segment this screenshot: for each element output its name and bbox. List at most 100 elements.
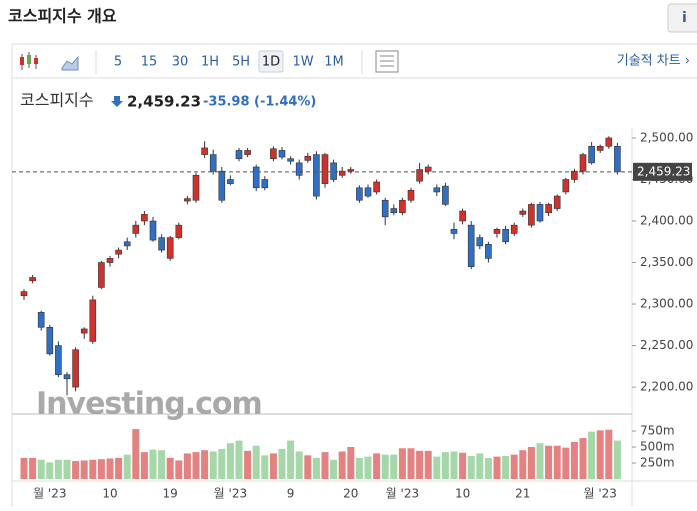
- volume-bar: [20, 457, 28, 479]
- volume-bar: [89, 459, 97, 479]
- candle-body: [459, 210, 466, 222]
- button[interactable]: [667, 3, 697, 33]
- candle-body: [252, 166, 260, 189]
- interval-button[interactable]: 15: [141, 55, 158, 70]
- volume-bar: [97, 459, 105, 479]
- x-tick-label: 10: [102, 487, 117, 501]
- watermark: Investing.com: [36, 387, 262, 422]
- volume-tick-label: 750m: [640, 424, 675, 438]
- candle-body: [29, 277, 36, 282]
- volume-bar: [416, 450, 424, 479]
- volume-bar: [562, 447, 570, 479]
- volume-bar: [467, 455, 475, 479]
- volume-bar: [252, 445, 260, 479]
- volume-bar: [209, 451, 217, 479]
- volume-bar: [347, 447, 355, 479]
- candle-body: [330, 162, 337, 180]
- candle-body: [553, 195, 561, 209]
- y-tick-label: 2,200.00: [640, 380, 693, 394]
- candle-body: [244, 150, 251, 155]
- candle-body: [579, 154, 587, 172]
- volume-bar: [613, 440, 621, 479]
- volume-bar: [192, 452, 200, 479]
- quote-change: -35.98: [203, 95, 250, 110]
- candle-body: [364, 187, 372, 197]
- quote-price: 2,459.23: [127, 93, 201, 111]
- volume-bar: [201, 450, 209, 479]
- candle-body: [614, 145, 621, 173]
- volume-bar: [166, 457, 174, 479]
- interval-button[interactable]: 30: [172, 55, 189, 70]
- candle-body: [192, 175, 200, 201]
- button-label[interactable]: i: [682, 10, 687, 26]
- volume-bar: [140, 452, 148, 479]
- interval-selected: [258, 50, 284, 73]
- candle-body: [123, 241, 131, 247]
- volume-bar: [441, 452, 449, 479]
- candle-body: [502, 229, 509, 243]
- candle-body: [201, 147, 208, 155]
- y-tick-label: 2,500.00: [640, 130, 693, 144]
- interval-button[interactable]: 5H: [232, 55, 250, 70]
- interval-button[interactable]: 1H: [201, 55, 219, 70]
- candle-icon[interactable]: [20, 52, 38, 70]
- candle-body: [571, 170, 578, 180]
- interval-button[interactable]: 1M: [324, 55, 344, 70]
- interval-button[interactable]: 5: [114, 55, 122, 70]
- candle-body: [295, 162, 303, 176]
- candle-body: [72, 349, 79, 388]
- candle-body: [467, 224, 475, 267]
- candle-body: [166, 237, 174, 259]
- candle-body: [407, 189, 415, 201]
- volume-bar: [321, 452, 329, 479]
- volume-bar: [330, 459, 338, 479]
- candle-body: [158, 237, 165, 251]
- volume-bar: [588, 431, 596, 479]
- volume-bar: [510, 454, 518, 479]
- candle-body: [605, 137, 613, 147]
- candle-body: [115, 249, 122, 255]
- candle-body: [450, 229, 458, 234]
- volume-bar: [261, 455, 269, 479]
- candle-body: [149, 220, 157, 241]
- area-icon[interactable]: [61, 55, 79, 71]
- volume-bar: [484, 457, 492, 479]
- interval-button[interactable]: 1W: [292, 55, 313, 70]
- candle-body: [313, 154, 320, 197]
- volume-bar: [519, 450, 527, 479]
- x-tick-label: 월 '23: [386, 487, 419, 501]
- candle-body: [184, 198, 191, 202]
- candle-body: [476, 237, 484, 247]
- interval-button[interactable]: 1D: [262, 55, 280, 70]
- volume-bar: [46, 462, 54, 479]
- volume-bar: [269, 453, 277, 479]
- tech-chart-link[interactable]: 기술적 차트 ›: [617, 54, 690, 69]
- candle-body: [347, 169, 355, 172]
- x-tick-label: 9: [287, 487, 295, 501]
- candle-body: [278, 150, 286, 158]
- candle-body: [89, 299, 97, 342]
- last-price-box: [633, 162, 692, 181]
- candle-body: [287, 158, 294, 162]
- volume-bar: [338, 451, 346, 479]
- volume-bar: [312, 457, 320, 479]
- volume-bar: [72, 461, 80, 479]
- volume-tick-label: 250m: [640, 456, 675, 470]
- volume-bar: [390, 454, 398, 479]
- candle-body: [528, 204, 535, 226]
- candle-body: [399, 199, 406, 214]
- candle-body: [175, 224, 183, 238]
- candle-body: [510, 224, 518, 234]
- volume-bar: [158, 450, 166, 479]
- candle-body: [442, 185, 449, 205]
- candle-body: [433, 187, 441, 193]
- candle-body: [416, 169, 423, 182]
- candle-body: [37, 312, 45, 328]
- candle-body: [519, 210, 527, 215]
- x-tick-label: 월 '23: [583, 487, 616, 501]
- candle-body: [304, 155, 312, 161]
- volume-bar: [278, 448, 286, 479]
- volume-bar: [502, 455, 510, 479]
- candle-body: [493, 229, 501, 234]
